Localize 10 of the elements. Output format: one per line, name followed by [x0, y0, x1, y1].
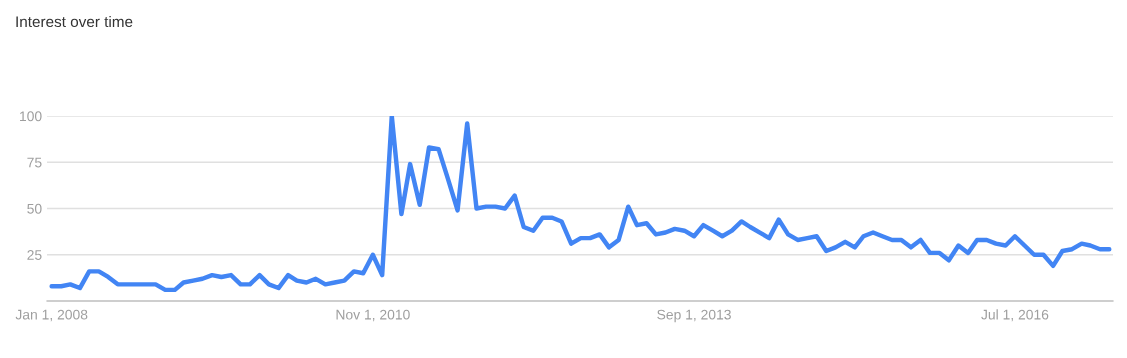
- chart-title: Interest over time: [16, 15, 133, 28]
- y-tick-label: 25: [27, 250, 42, 260]
- x-tick-label: Jul 1, 2016: [981, 309, 1049, 322]
- x-tick-label: Nov 1, 2010: [336, 309, 410, 322]
- line-series: [49, 116, 1112, 293]
- y-tick-label: 75: [27, 157, 42, 168]
- x-tick-label: Sep 1, 2013: [657, 309, 731, 323]
- y-tick-label: 100: [20, 111, 42, 122]
- y-tick-label: 50: [27, 203, 42, 214]
- x-tick-label: Jan 1, 2008: [15, 309, 88, 322]
